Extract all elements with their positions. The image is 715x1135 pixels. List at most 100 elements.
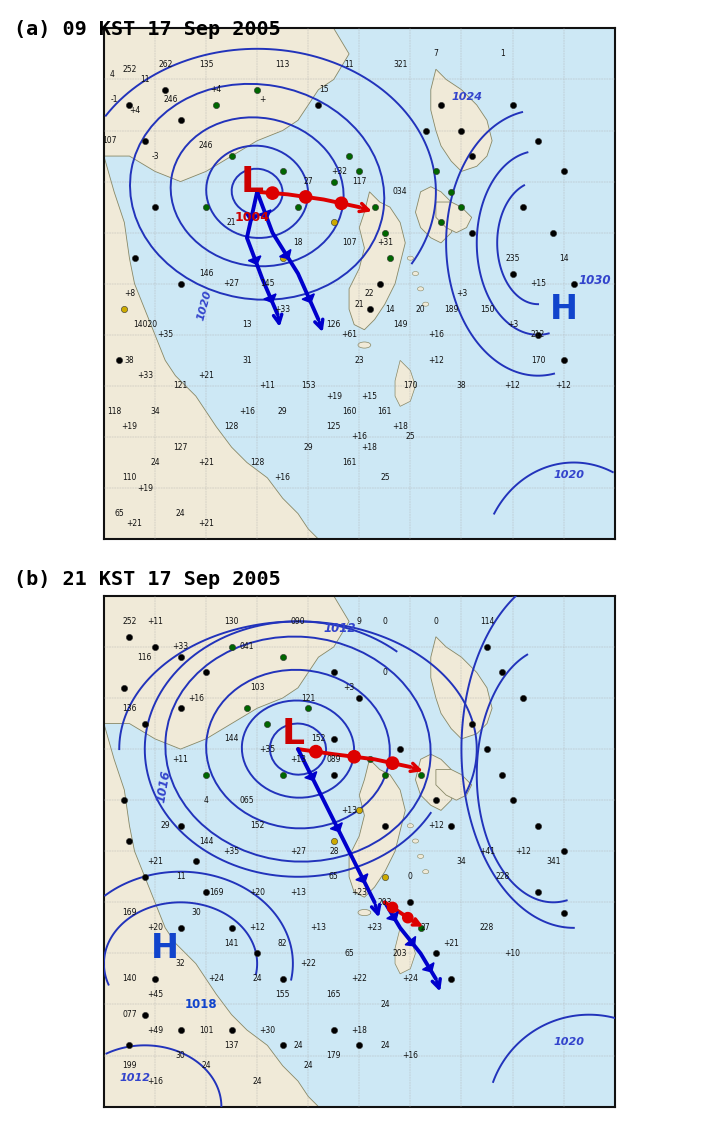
Text: +12: +12: [505, 381, 521, 390]
Text: +35: +35: [224, 847, 240, 856]
Text: +33: +33: [172, 642, 189, 651]
Polygon shape: [405, 936, 415, 945]
Text: 146: 146: [199, 269, 213, 278]
Text: 29: 29: [160, 822, 170, 830]
Text: +33: +33: [275, 305, 291, 313]
Text: 121: 121: [301, 693, 315, 703]
Text: 24: 24: [150, 459, 159, 466]
Text: 107: 107: [342, 238, 356, 247]
Text: 262: 262: [158, 60, 172, 68]
Text: +11: +11: [147, 617, 163, 625]
Text: 141: 141: [225, 939, 239, 948]
Text: 117: 117: [352, 177, 367, 186]
Text: 65: 65: [329, 873, 339, 881]
Ellipse shape: [423, 869, 429, 874]
Text: 24: 24: [303, 1061, 313, 1070]
Text: 38: 38: [457, 381, 466, 390]
Text: 341: 341: [546, 857, 561, 866]
Text: 152: 152: [311, 734, 325, 743]
Text: 14: 14: [559, 254, 568, 262]
Text: 0: 0: [383, 617, 388, 625]
Text: 203: 203: [393, 949, 408, 958]
Text: H: H: [550, 293, 578, 326]
Text: 29: 29: [278, 407, 287, 415]
Text: 121: 121: [174, 381, 187, 390]
Text: 041: 041: [240, 642, 254, 651]
Text: 1016: 1016: [155, 768, 174, 804]
Polygon shape: [349, 192, 405, 329]
Text: 23: 23: [355, 356, 364, 364]
Text: +15: +15: [362, 392, 378, 401]
Ellipse shape: [418, 287, 424, 291]
Text: 9: 9: [357, 617, 362, 625]
Text: +23: +23: [367, 924, 383, 932]
Polygon shape: [259, 210, 271, 218]
Text: 13: 13: [242, 320, 252, 329]
Text: 140: 140: [122, 975, 137, 983]
Text: 153: 153: [301, 381, 315, 390]
Text: H: H: [151, 932, 179, 965]
Text: 128: 128: [225, 422, 239, 431]
Text: +22: +22: [351, 975, 368, 983]
Polygon shape: [248, 255, 261, 264]
Text: 1012: 1012: [119, 1073, 150, 1083]
Text: 32: 32: [176, 959, 185, 968]
Text: +12: +12: [250, 924, 265, 932]
Text: +16: +16: [428, 330, 444, 339]
Text: 28: 28: [329, 847, 338, 856]
Text: 20: 20: [415, 305, 425, 313]
Text: +13: +13: [290, 755, 306, 764]
Polygon shape: [423, 962, 434, 972]
Text: 22: 22: [365, 289, 374, 299]
Text: 116: 116: [137, 653, 152, 662]
Text: +19: +19: [137, 484, 153, 493]
Text: 179: 179: [327, 1051, 341, 1060]
Text: 1012: 1012: [323, 622, 356, 634]
Text: +3: +3: [507, 320, 518, 329]
Polygon shape: [387, 911, 398, 920]
Text: 1024: 1024: [451, 92, 482, 102]
Text: 203: 203: [378, 898, 392, 907]
Circle shape: [348, 750, 360, 763]
Text: 145: 145: [260, 279, 275, 288]
Text: 15: 15: [319, 85, 328, 94]
Text: +13: +13: [341, 806, 357, 815]
Text: 114: 114: [480, 617, 494, 625]
Text: 144: 144: [199, 836, 213, 846]
Text: +3: +3: [456, 289, 467, 299]
Text: 101: 101: [199, 1026, 213, 1034]
Text: 11: 11: [345, 60, 354, 68]
Text: +8: +8: [124, 289, 135, 299]
Text: 127: 127: [173, 443, 188, 452]
Circle shape: [388, 902, 398, 913]
Text: +31: +31: [377, 238, 393, 247]
Text: 246: 246: [199, 142, 213, 150]
Text: 118: 118: [107, 407, 122, 415]
Text: +21: +21: [443, 939, 459, 948]
Polygon shape: [104, 28, 318, 539]
Text: 135: 135: [199, 60, 213, 68]
Ellipse shape: [408, 824, 413, 827]
Text: 24: 24: [176, 510, 185, 518]
Text: 160: 160: [342, 407, 356, 415]
Circle shape: [386, 757, 399, 770]
Text: 0: 0: [383, 669, 388, 676]
Text: +: +: [259, 95, 265, 104]
Circle shape: [300, 191, 312, 203]
Text: 29: 29: [303, 443, 313, 452]
Polygon shape: [395, 928, 415, 974]
Text: 113: 113: [275, 60, 290, 68]
Text: L: L: [240, 165, 264, 199]
Text: 128: 128: [250, 459, 265, 466]
Polygon shape: [104, 596, 318, 1107]
Polygon shape: [395, 360, 415, 406]
Text: +10: +10: [505, 949, 521, 958]
Circle shape: [335, 197, 347, 210]
Text: 170: 170: [403, 381, 418, 390]
Text: 14020: 14020: [133, 320, 157, 329]
Text: +12: +12: [428, 356, 444, 364]
Text: 1020: 1020: [196, 289, 214, 321]
Text: 1004: 1004: [235, 211, 270, 224]
Text: 82: 82: [278, 939, 287, 948]
Ellipse shape: [418, 855, 424, 858]
